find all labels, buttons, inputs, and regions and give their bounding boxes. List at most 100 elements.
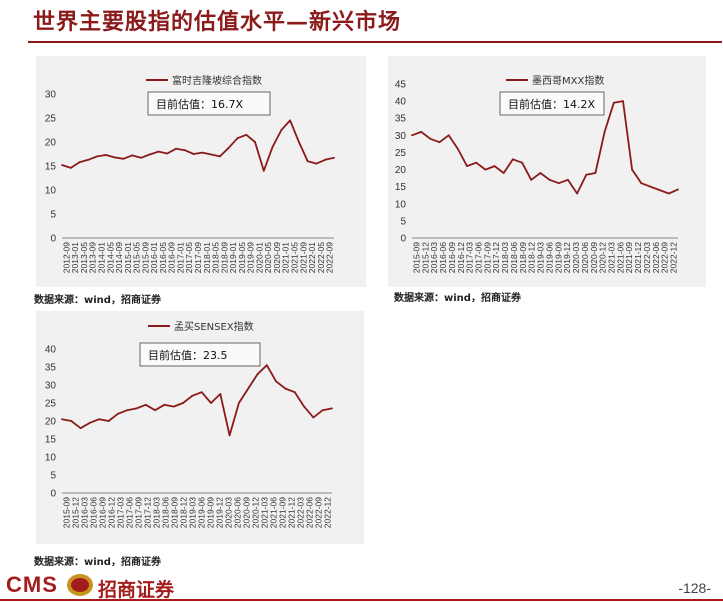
x-tick-label: 2019-09 xyxy=(553,242,563,273)
x-tick-label: 2022-03 xyxy=(642,242,652,273)
x-tick-label: 2020-06 xyxy=(233,497,243,528)
x-tick-label: 2021-09 xyxy=(298,242,308,273)
x-tick-label: 2021-09 xyxy=(624,242,634,273)
x-tick-label: 2015-12 xyxy=(71,497,81,528)
chart-source-mxx: 数据来源：wind，招商证券 xyxy=(394,293,521,304)
data-point xyxy=(548,178,551,181)
data-point xyxy=(87,158,90,161)
data-point xyxy=(122,157,125,160)
data-point xyxy=(298,141,300,143)
x-tick-label: 2022-09 xyxy=(325,242,335,273)
data-point xyxy=(105,154,107,156)
x-tick-label: 2021-03 xyxy=(607,242,617,273)
data-point xyxy=(315,162,318,165)
x-tick-label: 2017-06 xyxy=(474,242,484,273)
valuation-annotation-box xyxy=(139,342,261,367)
data-point xyxy=(585,173,588,176)
data-point xyxy=(331,407,333,410)
data-point xyxy=(658,189,661,192)
data-point xyxy=(521,161,523,164)
chart-panel-mxx: 0 5 10 15 20 25 30 35 40 45 2015-09 2015-12 2016-03 2… xyxy=(388,56,706,287)
data-point xyxy=(70,420,73,422)
chart-panel-klci: 0 5 10 15 20 25 30 2012-09 2013-01 2013-05 2013-09… xyxy=(36,56,366,287)
y-tick-label: 0 xyxy=(400,234,406,245)
data-point xyxy=(411,134,413,137)
y-tick-label: 0 xyxy=(50,234,56,245)
data-point xyxy=(175,147,178,150)
x-tick-label: 2022-09 xyxy=(314,497,324,528)
x-tick-label: 2020-09 xyxy=(589,242,599,273)
data-point xyxy=(512,158,514,161)
data-point xyxy=(303,405,305,408)
data-point xyxy=(201,151,204,154)
x-tick-label: 2020-12 xyxy=(598,242,608,273)
data-point xyxy=(649,185,652,188)
data-point xyxy=(61,164,63,166)
data-point xyxy=(238,402,240,404)
valuation-annotation-text: 目前估值：23.5 xyxy=(148,348,228,362)
data-point xyxy=(192,153,195,155)
y-tick-label: 5 xyxy=(50,471,56,482)
x-tick-label: 2017-09 xyxy=(482,242,492,273)
x-tick-label: 2020-01 xyxy=(254,242,264,273)
data-point xyxy=(475,161,478,164)
data-point xyxy=(210,402,212,404)
data-point xyxy=(321,409,324,412)
chart-source-sensex: 数据来源：wind，招商证券 xyxy=(34,557,161,568)
data-point xyxy=(429,137,432,140)
data-point xyxy=(254,141,256,143)
data-point xyxy=(466,165,468,167)
x-tick-label: 2022-03 xyxy=(296,497,306,528)
x-tick-label: 2014-05 xyxy=(105,242,115,273)
data-point xyxy=(280,129,283,131)
data-point xyxy=(172,405,175,408)
x-tick-label: 2012-09 xyxy=(61,242,71,273)
data-point xyxy=(107,420,110,422)
valuation-annotation-text: 目前估值：16.7X xyxy=(156,97,243,111)
data-point xyxy=(183,149,186,152)
x-tick-label: 2019-01 xyxy=(228,242,238,273)
data-point xyxy=(603,131,606,133)
data-point xyxy=(612,101,615,104)
data-point xyxy=(157,150,160,153)
y-tick-label: 30 xyxy=(45,90,57,101)
x-tick-label: 2020-03 xyxy=(571,242,581,273)
x-tick-label: 2017-03 xyxy=(465,242,475,273)
y-tick-label: 10 xyxy=(395,199,407,210)
x-tick-label: 2018-09 xyxy=(170,497,180,528)
x-tick-label: 2018-05 xyxy=(211,242,221,273)
x-tick-label: 2019-06 xyxy=(544,242,554,273)
y-tick-label: 5 xyxy=(400,216,406,227)
chart-mxx-svg: 0510152025303540452015-092015-122016-032… xyxy=(395,74,679,273)
x-tick-label: 2018-03 xyxy=(152,497,162,528)
y-tick-label: 10 xyxy=(45,186,57,197)
legend-label: 富时吉隆坡综合指数 xyxy=(172,74,262,87)
data-point xyxy=(182,402,184,404)
y-tick-label: 40 xyxy=(45,345,57,356)
x-tick-label: 2022-06 xyxy=(651,242,661,273)
y-tick-label: 25 xyxy=(395,148,407,159)
data-point xyxy=(312,416,315,419)
x-tick-label: 2017-09 xyxy=(134,497,144,528)
x-tick-label: 2015-12 xyxy=(420,242,430,273)
x-tick-label: 2022-01 xyxy=(307,242,317,273)
x-tick-label: 2022-12 xyxy=(323,497,333,528)
x-tick-label: 2018-12 xyxy=(179,497,189,528)
page-number: -128- xyxy=(678,580,711,596)
x-tick-label: 2017-12 xyxy=(143,497,153,528)
x-tick-label: 2020-06 xyxy=(580,242,590,273)
data-point xyxy=(96,155,98,158)
data-point xyxy=(210,153,213,156)
data-point xyxy=(154,409,156,412)
x-tick-label: 2020-03 xyxy=(224,497,234,528)
x-tick-label: 2016-09 xyxy=(167,242,177,273)
x-tick-label: 2022-12 xyxy=(669,242,679,273)
x-tick-label: 2016-09 xyxy=(447,242,457,273)
x-tick-label: 2018-01 xyxy=(202,242,212,273)
x-tick-label: 2017-12 xyxy=(491,242,501,273)
y-tick-label: 40 xyxy=(395,97,407,108)
data-point xyxy=(61,418,63,421)
data-point xyxy=(245,133,248,136)
x-tick-label: 2019-09 xyxy=(246,242,256,273)
y-tick-label: 0 xyxy=(50,489,56,500)
